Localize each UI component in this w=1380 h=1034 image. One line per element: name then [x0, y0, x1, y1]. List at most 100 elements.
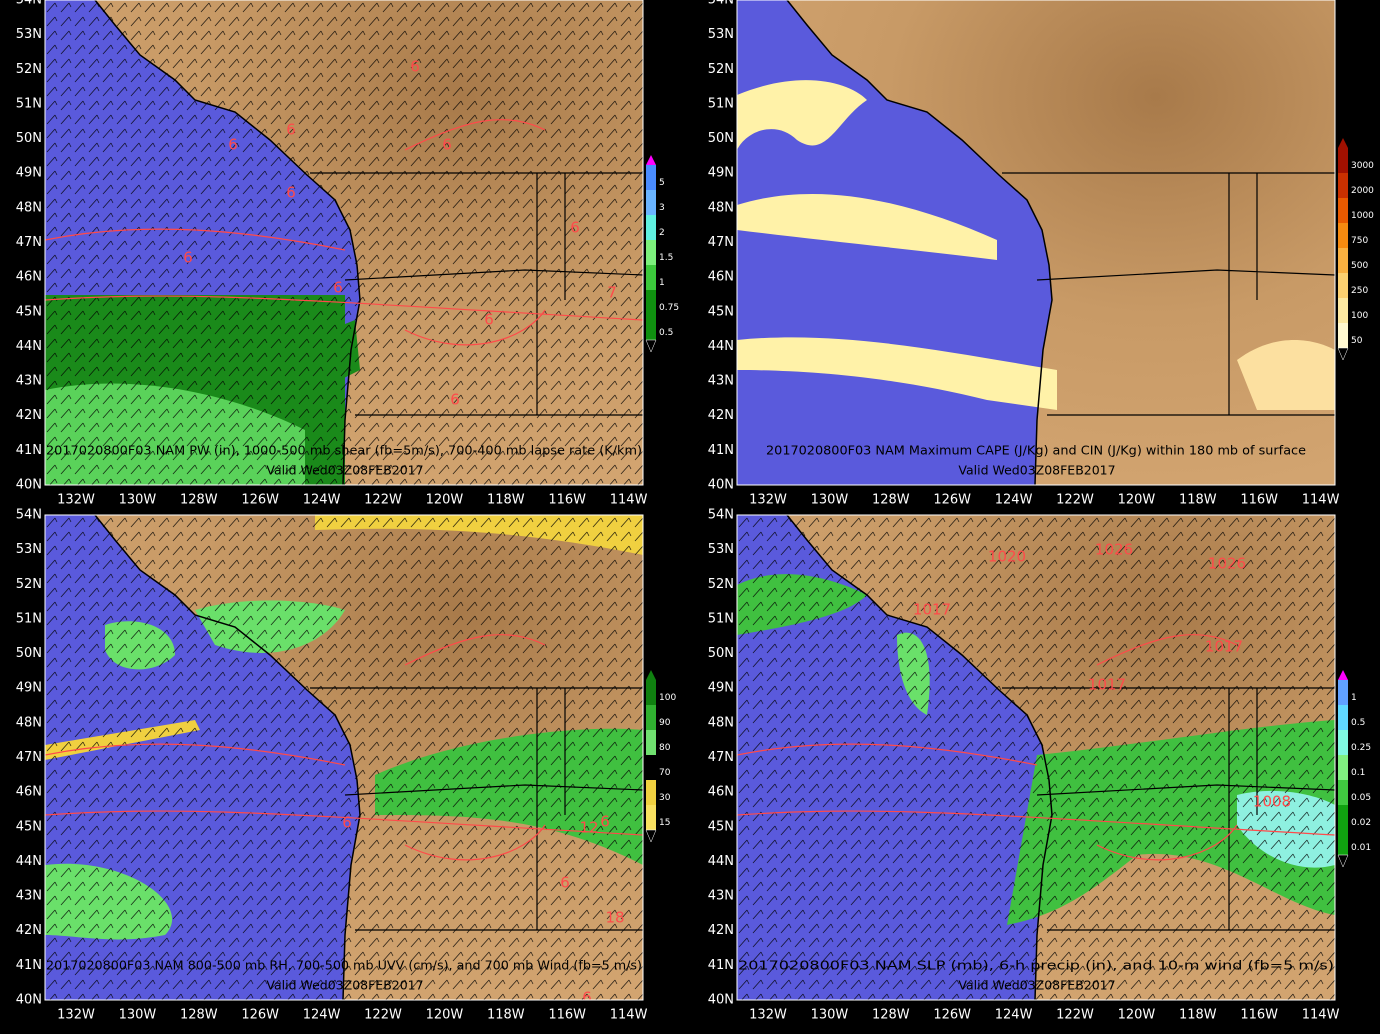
- lat-label: 51N: [708, 611, 734, 626]
- colorbar-swatch: [646, 680, 656, 705]
- lon-label: 132W: [749, 1008, 787, 1023]
- lon-label: 114W: [1302, 1008, 1340, 1023]
- colorbar-label: 500: [1351, 261, 1368, 271]
- lat-label: 49N: [708, 681, 734, 696]
- lon-label: 116W: [1240, 493, 1278, 508]
- map-area: [737, 0, 1335, 485]
- lat-label: 53N: [708, 27, 734, 42]
- contour-label: 6: [560, 874, 570, 892]
- colorbar-label: 80: [659, 743, 671, 753]
- lat-label: 48N: [708, 200, 734, 215]
- lat-label: 45N: [708, 819, 734, 834]
- lat-label: 51N: [16, 96, 42, 111]
- colorbar-label: 0.02: [1351, 818, 1371, 828]
- lat-label: 42N: [16, 408, 42, 423]
- contour-label: 6: [286, 184, 296, 202]
- lon-label: 124W: [303, 493, 341, 508]
- colorbar-cap: [1337, 347, 1349, 361]
- lat-label: 54N: [708, 508, 734, 523]
- colorbar-swatch: [1338, 705, 1348, 730]
- lon-label: 126W: [933, 493, 971, 508]
- colorbar-cap: [645, 339, 657, 353]
- contour-label: 1020: [988, 548, 1026, 566]
- lat-label: 42N: [708, 923, 734, 938]
- colorbar-swatch: [1338, 323, 1348, 348]
- colorbar-swatch: [1338, 805, 1348, 830]
- lon-label: 124W: [995, 1008, 1033, 1023]
- lat-label: 40N: [708, 993, 734, 1008]
- colorbar-label: 70: [659, 768, 671, 778]
- contour-label: 6: [582, 989, 592, 1007]
- colorbar-swatch: [646, 290, 656, 315]
- contour-label: 6: [342, 814, 352, 832]
- caption: 2017020800F03 NAM 800-500 mb RH, 700-500…: [46, 958, 642, 973]
- map-frame: [44, 0, 644, 486]
- contour-label: 1017: [1205, 638, 1243, 656]
- lat-label: 48N: [16, 200, 42, 215]
- lon-label: 132W: [57, 1008, 95, 1023]
- lat-label: 40N: [708, 478, 734, 493]
- colorbar-swatch: [1338, 730, 1348, 755]
- caption: 2017020800F03 NAM SLP (mb), 6-h precip (…: [738, 958, 1334, 973]
- colorbar-label: 750: [1351, 236, 1368, 246]
- contour-label: 6: [600, 813, 610, 831]
- lat-label: 44N: [708, 854, 734, 869]
- lat-label: 48N: [708, 715, 734, 730]
- lon-label: 122W: [364, 493, 402, 508]
- colorbar-swatch: [1338, 223, 1348, 248]
- wind-barbs: [737, 515, 1335, 1000]
- colorbar-cap: [1338, 138, 1348, 148]
- colorbar-cap: [645, 829, 657, 843]
- lon-label: 114W: [610, 493, 648, 508]
- contour-label: 6: [450, 391, 460, 409]
- lon-label: 130W: [119, 493, 157, 508]
- lat-label: 43N: [16, 889, 42, 904]
- colorbar-swatch: [646, 215, 656, 240]
- lat-label: 49N: [16, 166, 42, 181]
- lon-label: 124W: [995, 493, 1033, 508]
- border: [1002, 172, 1335, 416]
- colorbar-swatch: [1338, 248, 1348, 273]
- lon-label: 118W: [487, 1008, 525, 1023]
- lat-label: 46N: [708, 785, 734, 800]
- lon-label: 120W: [1118, 493, 1156, 508]
- cape-area: [737, 337, 1057, 410]
- coastline: [786, 0, 1053, 485]
- lat-label: 54N: [708, 0, 734, 8]
- lon-label: 122W: [364, 1008, 402, 1023]
- colorbar-swatch: [646, 730, 656, 755]
- lat-label: 47N: [708, 235, 734, 250]
- lat-label: 46N: [16, 785, 42, 800]
- map-panel: 1020 1026 1026 1017 1017 1017 1008 2017020800F0…: [708, 508, 1371, 1023]
- lon-label: 114W: [610, 1008, 648, 1023]
- lat-label: 47N: [16, 750, 42, 765]
- lon-label: 122W: [1056, 1008, 1094, 1023]
- lat-label: 53N: [16, 27, 42, 42]
- lon-label: 130W: [119, 1008, 157, 1023]
- colorbar-swatch: [646, 190, 656, 215]
- contour: [45, 634, 643, 861]
- colorbar-label: 3000: [1351, 161, 1374, 171]
- contour: [45, 119, 643, 346]
- colorbar-swatch: [646, 705, 656, 730]
- lat-label: 54N: [16, 508, 42, 523]
- wind-barbs: [45, 0, 643, 485]
- colorbar-swatch: [1338, 273, 1348, 298]
- colorbar-cap: [1338, 670, 1348, 680]
- colorbar-label: 15: [659, 818, 670, 828]
- cape-area: [1237, 340, 1335, 410]
- contour-label: 6: [333, 279, 343, 297]
- lon-label: 126W: [933, 1008, 971, 1023]
- colorbar-label: 1: [659, 278, 665, 288]
- lat-label: 44N: [16, 339, 42, 354]
- lat-label: 42N: [16, 923, 42, 938]
- lon-label: 128W: [180, 1008, 218, 1023]
- colorbar-label: 100: [1351, 311, 1368, 321]
- lat-label: 41N: [708, 958, 734, 973]
- contour-label: 18: [605, 909, 624, 927]
- lat-label: 43N: [708, 374, 734, 389]
- colorbar-label: 50: [1351, 336, 1363, 346]
